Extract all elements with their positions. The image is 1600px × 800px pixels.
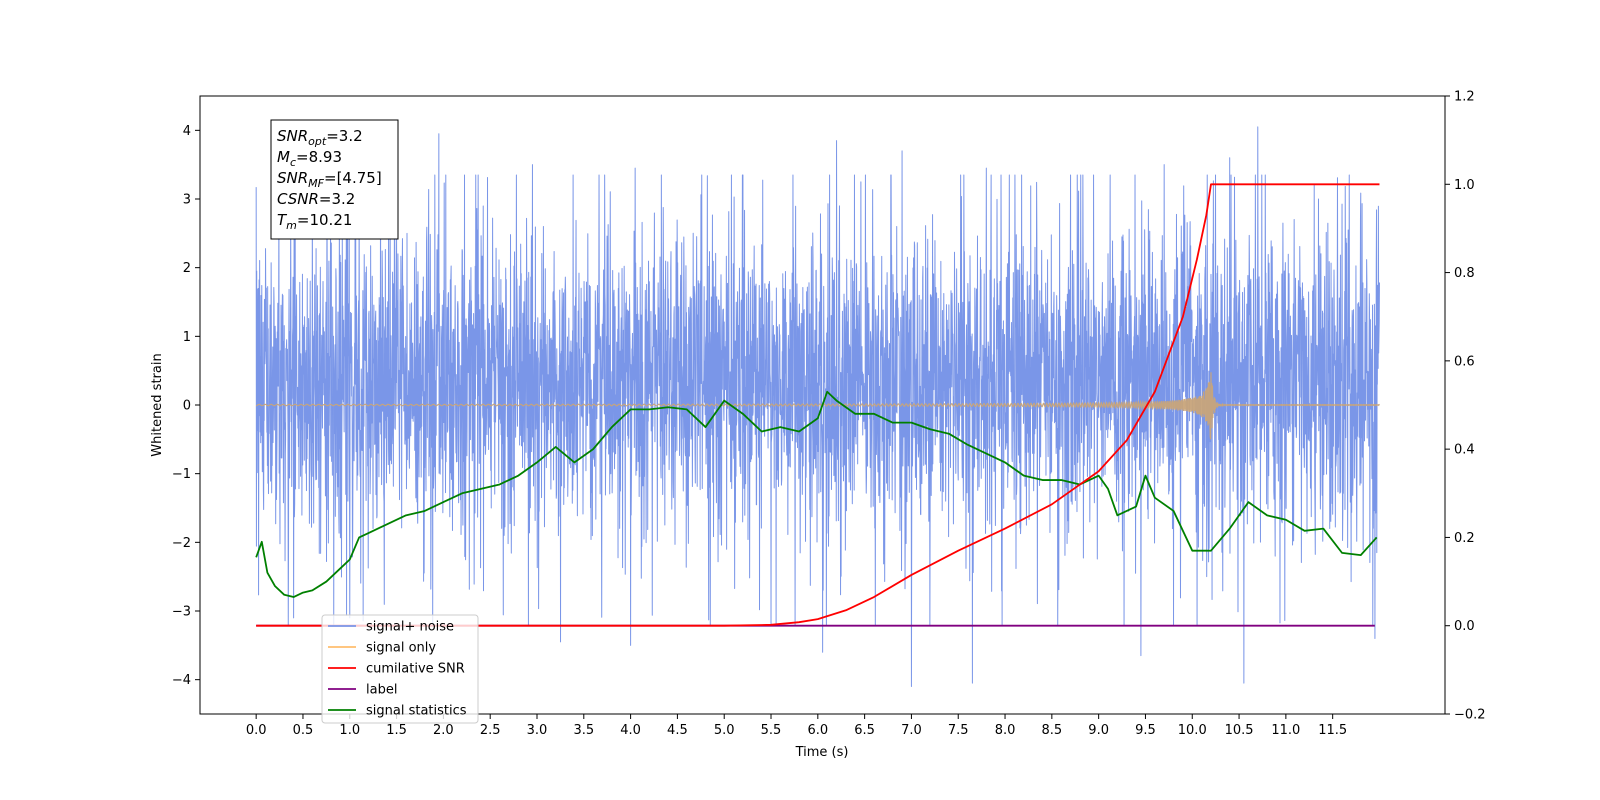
x-tick-label: 2.5 <box>480 723 501 738</box>
signal-noise-series <box>255 126 1380 688</box>
x-tick-label: 1.5 <box>386 723 407 738</box>
signal-only-line <box>256 372 1380 440</box>
y-tick-label: −1 <box>172 467 191 482</box>
x-tick-label: 8.0 <box>995 723 1016 738</box>
y2-tick-label: 0.0 <box>1454 619 1475 634</box>
signal-statistics-line <box>255 390 1378 598</box>
x-tick-label: 2.0 <box>433 723 454 738</box>
signal-noise-line <box>255 126 1380 688</box>
x-tick-label: 0.0 <box>246 723 267 738</box>
y2-tick-label: 1.2 <box>1454 90 1475 105</box>
x-tick-label: 11.0 <box>1271 723 1300 738</box>
y2-tick-label: −0.2 <box>1454 708 1486 723</box>
annotation-line: Mc=8.93 <box>277 148 342 169</box>
x-tick-label: 6.5 <box>854 723 875 738</box>
x-tick-label: 10.0 <box>1178 723 1207 738</box>
x-tick-label: 3.0 <box>527 723 548 738</box>
legend: signal+ noise signal only cumilative SNR la… <box>321 614 479 724</box>
y-tick-label: 2 <box>183 261 191 276</box>
y2-tick-label: 0.8 <box>1454 266 1475 281</box>
annotation-frame <box>270 119 399 240</box>
y2-tick-label: 0.6 <box>1454 354 1475 369</box>
y-tick-label: −3 <box>172 605 191 620</box>
x-tick-label: 1.0 <box>339 723 360 738</box>
y-tick-label: 1 <box>183 330 191 345</box>
x-tick-label: 8.5 <box>1041 723 1062 738</box>
y2-tick-label: 0.2 <box>1454 531 1475 546</box>
legend-label: signal+ noise <box>366 620 454 635</box>
right-y-axis-ticks: −0.2 0.0 0.2 0.4 0.6 0.8 1.0 1.2 <box>1445 90 1486 723</box>
x-tick-label: 5.0 <box>714 723 735 738</box>
annotation-line: CSNR=3.2 <box>277 190 355 208</box>
left-y-axis-ticks: −4 −3 −2 −1 0 1 2 3 4 <box>172 124 200 688</box>
legend-label: signal statistics <box>366 704 467 719</box>
x-tick-label: 5.5 <box>761 723 782 738</box>
x-tick-label: 10.5 <box>1225 723 1254 738</box>
x-tick-label: 7.0 <box>901 723 922 738</box>
x-tick-label: 11.5 <box>1318 723 1347 738</box>
signal-only-series <box>256 372 1380 440</box>
legend-label: label <box>366 683 397 698</box>
legend-label: signal only <box>366 641 436 656</box>
x-tick-label: 9.0 <box>1088 723 1109 738</box>
legend-label: cumilative SNR <box>366 662 465 677</box>
x-tick-label: 6.0 <box>807 723 828 738</box>
y-tick-label: −2 <box>172 536 191 551</box>
annotation-line: SNRMF=[4.75] <box>277 169 382 190</box>
x-tick-label: 3.5 <box>573 723 594 738</box>
x-axis-ticks: 0.0 0.5 1.0 1.5 2.0 2.5 3.0 3.5 4.0 4.5 5.0 5.5 6.0 6… <box>246 714 1347 738</box>
y-tick-label: 4 <box>183 124 191 139</box>
cumilative-snr-line <box>256 183 1380 627</box>
legend-frame <box>321 614 479 724</box>
y2-tick-label: 0.4 <box>1454 443 1475 458</box>
x-tick-label: 4.0 <box>620 723 641 738</box>
x-tick-label: 9.5 <box>1135 723 1156 738</box>
x-tick-label: 0.5 <box>293 723 314 738</box>
x-axis-label: Time (s) <box>795 745 849 760</box>
y-tick-label: 0 <box>183 399 191 414</box>
y-tick-label: −4 <box>172 673 191 688</box>
x-tick-label: 7.5 <box>948 723 969 738</box>
annotation-line: Tm=10.21 <box>277 211 352 232</box>
y-axis-label: Whitened strain <box>150 353 165 456</box>
x-tick-label: 4.5 <box>667 723 688 738</box>
y2-tick-label: 1.0 <box>1454 178 1475 193</box>
y-tick-label: 3 <box>183 193 191 208</box>
annotation-line: SNRopt=3.2 <box>277 127 363 148</box>
